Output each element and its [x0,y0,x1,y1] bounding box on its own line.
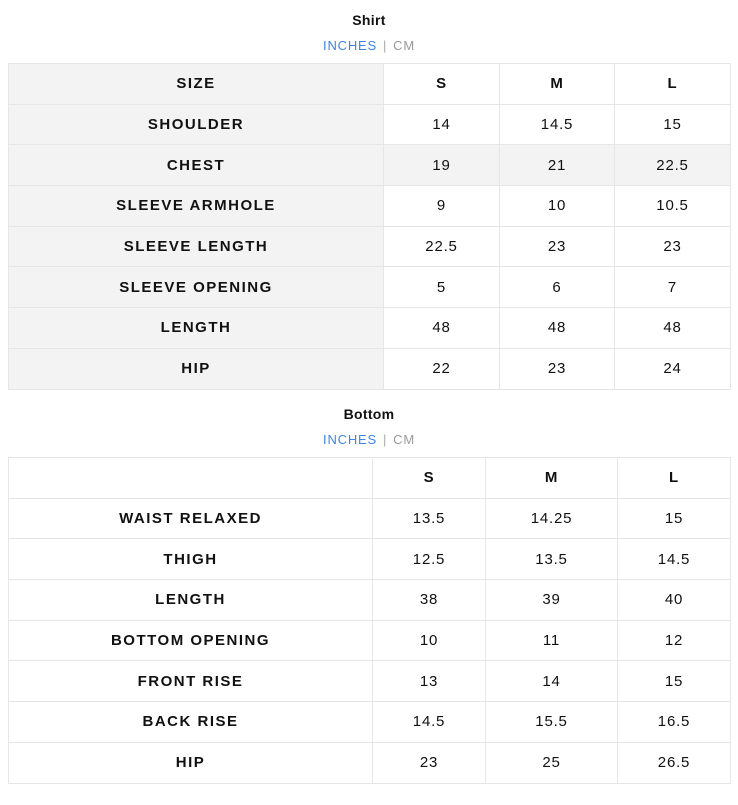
measurement-label: HIP [8,741,373,784]
measurement-value: 14.5 [499,103,615,146]
measurement-value: 5 [383,266,500,309]
measurement-value: 22 [383,347,500,390]
measurement-label: SHOULDER [8,103,384,146]
measurement-label: FRONT RISE [8,660,373,703]
measurement-value: 15 [614,103,731,146]
size-header-cell: M [499,63,615,105]
measurement-value: 25 [485,741,618,784]
measurement-value: 24 [614,347,731,390]
measurement-value: 40 [617,579,731,621]
measurement-value: 9 [383,185,500,227]
measurement-value: 11 [485,619,618,662]
measurement-value: 22.5 [614,144,731,187]
measurement-value: 15 [617,497,731,540]
measurement-value: 10 [372,619,486,662]
measurement-value: 12 [617,619,731,662]
size-header-cell: L [617,457,731,499]
unit-separator: | [382,432,388,447]
measurement-label: SLEEVE LENGTH [8,225,384,268]
table-row: LENGTH 48 48 48 [8,307,731,349]
measurement-value: 21 [499,144,615,187]
measurement-label: LENGTH [8,307,384,349]
measurement-value: 23 [499,225,615,268]
table-row: LENGTH 38 39 40 [8,579,731,621]
shirt-cm-button[interactable]: CM [393,38,415,53]
bottom-size-table: S M L WAIST RELAXED 13.5 14.25 15 THIGH 12.5 13.5… [8,457,731,784]
table-row: HIP 22 23 24 [8,347,731,390]
shirt-title: Shirt [352,12,386,28]
measurement-value: 14 [383,103,500,146]
measurement-value: 13 [372,660,486,703]
size-header-cell: M [485,457,618,499]
measurement-value: 15 [617,660,731,703]
measurement-label: LENGTH [8,579,373,621]
table-row: HIP 23 25 26.5 [8,741,731,784]
measurement-value: 12.5 [372,538,486,581]
measurement-value: 14.5 [617,538,731,581]
size-header-cell: S [383,63,500,105]
measurement-value: 10.5 [614,185,731,227]
shirt-unit-toggle: INCHES | CM [0,38,738,53]
measurement-value: 38 [372,579,486,621]
bottom-unit-toggle: INCHES | CM [0,432,738,447]
shirt-inches-button[interactable]: INCHES [323,38,377,53]
measurement-value: 23 [372,741,486,784]
measurement-value: 23 [614,225,731,268]
table-row: SLEEVE OPENING 5 6 7 [8,266,731,309]
measurement-value: 48 [614,307,731,349]
header-label-cell: SIZE [8,63,384,105]
measurement-value: 26.5 [617,741,731,784]
table-row: SLEEVE ARMHOLE 9 10 10.5 [8,185,731,227]
measurement-value: 10 [499,185,615,227]
measurement-value: 14.25 [485,497,618,540]
measurement-value: 13.5 [372,497,486,540]
measurement-value: 6 [499,266,615,309]
table-row: FRONT RISE 13 14 15 [8,660,731,703]
table-row: SHOULDER 14 14.5 15 [8,103,731,146]
measurement-value: 16.5 [617,701,731,743]
measurement-label: SLEEVE ARMHOLE [8,185,384,227]
table-row: THIGH 12.5 13.5 14.5 [8,538,731,581]
measurement-label: THIGH [8,538,373,581]
measurement-value: 39 [485,579,618,621]
header-row: SIZE S M L [8,63,731,105]
table-row: SLEEVE LENGTH 22.5 23 23 [8,225,731,268]
measurement-label: BOTTOM OPENING [8,619,373,662]
measurement-value: 7 [614,266,731,309]
measurement-label: BACK RISE [8,701,373,743]
table-row: BACK RISE 14.5 15.5 16.5 [8,701,731,743]
bottom-cm-button[interactable]: CM [393,432,415,447]
bottom-inches-button[interactable]: INCHES [323,432,377,447]
unit-separator: | [382,38,388,53]
bottom-title: Bottom [343,406,395,422]
table-row: WAIST RELAXED 13.5 14.25 15 [8,497,731,540]
size-header-cell: S [372,457,486,499]
table-row: BOTTOM OPENING 10 11 12 [8,619,731,662]
shirt-size-table: SIZE S M L SHOULDER 14 14.5 15 CHEST 19 21 22.5 SLEE… [8,63,731,390]
measurement-value: 14 [485,660,618,703]
size-header-cell: L [614,63,731,105]
measurement-value: 48 [383,307,500,349]
measurement-value: 48 [499,307,615,349]
measurement-value: 22.5 [383,225,500,268]
measurement-value: 13.5 [485,538,618,581]
measurement-value: 14.5 [372,701,486,743]
measurement-value: 23 [499,347,615,390]
measurement-value: 15.5 [485,701,618,743]
measurement-label: HIP [8,347,384,390]
measurement-label: CHEST [8,144,384,187]
measurement-label: WAIST RELAXED [8,497,373,540]
header-label-cell [8,457,373,499]
table-row: CHEST 19 21 22.5 [8,144,731,187]
measurement-label: SLEEVE OPENING [8,266,384,309]
measurement-value: 19 [383,144,500,187]
